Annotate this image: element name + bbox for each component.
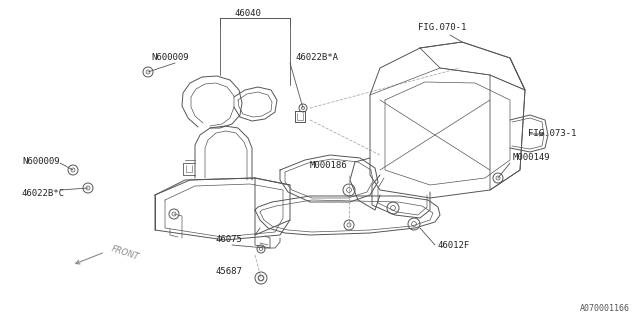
- Text: 45687: 45687: [215, 267, 242, 276]
- Text: 46022B*A: 46022B*A: [296, 53, 339, 62]
- Text: 46075: 46075: [215, 236, 242, 244]
- Text: FRONT: FRONT: [110, 244, 140, 262]
- Text: N600009: N600009: [151, 53, 189, 62]
- Text: M000149: M000149: [513, 154, 550, 163]
- Text: N600009: N600009: [22, 157, 60, 166]
- Text: 46040: 46040: [235, 10, 261, 19]
- Text: FIG.070-1: FIG.070-1: [418, 23, 467, 33]
- Text: FIG.073-1: FIG.073-1: [528, 130, 577, 139]
- Text: 46022B*C: 46022B*C: [22, 188, 65, 197]
- Text: 46012F: 46012F: [438, 241, 470, 250]
- Text: A070001166: A070001166: [580, 304, 630, 313]
- Text: M000186: M000186: [310, 161, 348, 170]
